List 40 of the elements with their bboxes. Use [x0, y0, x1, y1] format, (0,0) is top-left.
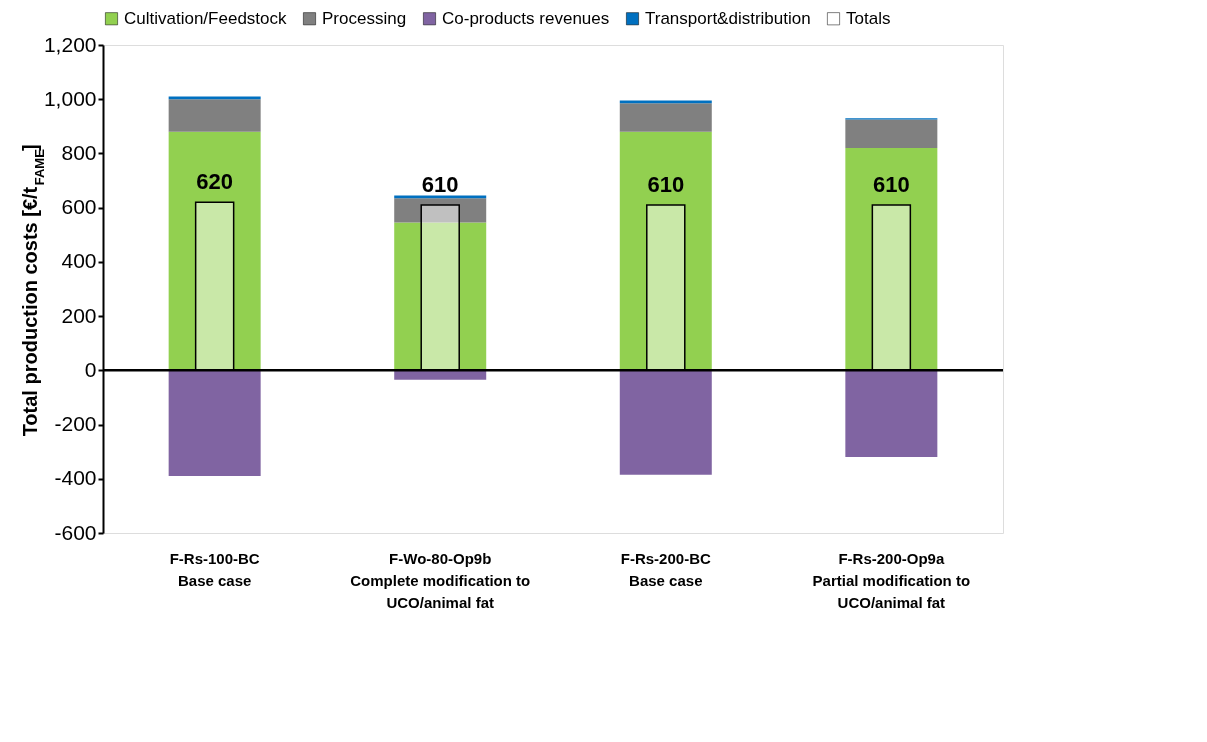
y-tick-label: -400 — [54, 466, 97, 490]
bar — [168, 370, 261, 477]
x-tick-label: F-Rs-100-BC Base case — [169, 549, 260, 589]
y-tick-label: 800 — [61, 140, 97, 164]
y-tick-label: 0 — [84, 357, 97, 381]
bar — [394, 222, 487, 371]
bar — [871, 204, 912, 372]
legend-label: Transport&distribution — [645, 8, 811, 28]
bar — [845, 148, 938, 371]
data-label: 610 — [872, 171, 910, 197]
bar — [168, 99, 261, 132]
y-tick-label: 200 — [61, 303, 97, 327]
y-tick-label: 1,200 — [43, 32, 97, 56]
x-tick-label: F-Wo-80-Op9b Complete modification to UCO/animal fat — [350, 549, 531, 611]
bar — [619, 103, 712, 132]
y-tick-label: 400 — [61, 249, 97, 273]
legend-label: Co-products revenues — [442, 8, 610, 28]
bar — [646, 204, 686, 372]
bar — [168, 131, 261, 371]
y-tick-label: 600 — [61, 195, 97, 219]
y-axis-title: Total production costs [€/tFAME] — [19, 144, 47, 437]
y-tick-label: 1,000 — [43, 86, 97, 110]
y-tick-label: -200 — [54, 412, 97, 436]
bar — [845, 370, 938, 458]
y-tick-label: -600 — [54, 520, 97, 544]
x-tick-label: F-Rs-200-BC Base case — [620, 549, 711, 589]
bar — [194, 201, 235, 372]
legend-label: Totals — [846, 8, 891, 28]
x-tick-label: F-Rs-200-Op9a Partial modification to UCO/animal fat — [812, 549, 971, 611]
bar — [394, 198, 487, 223]
data-label: 610 — [421, 171, 459, 197]
bar — [420, 204, 460, 372]
legend-label: Processing — [322, 8, 407, 28]
bar — [619, 131, 712, 371]
legend-label: Cultivation/Feedstock — [124, 8, 288, 28]
bar — [845, 119, 938, 149]
data-label: 610 — [647, 171, 685, 197]
bar — [394, 195, 487, 199]
data-label: 620 — [196, 169, 234, 195]
bar — [619, 370, 712, 475]
